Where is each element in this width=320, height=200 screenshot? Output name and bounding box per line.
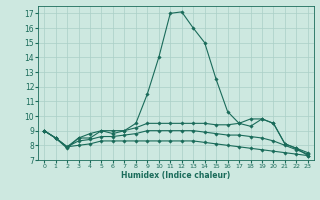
X-axis label: Humidex (Indice chaleur): Humidex (Indice chaleur) [121, 171, 231, 180]
